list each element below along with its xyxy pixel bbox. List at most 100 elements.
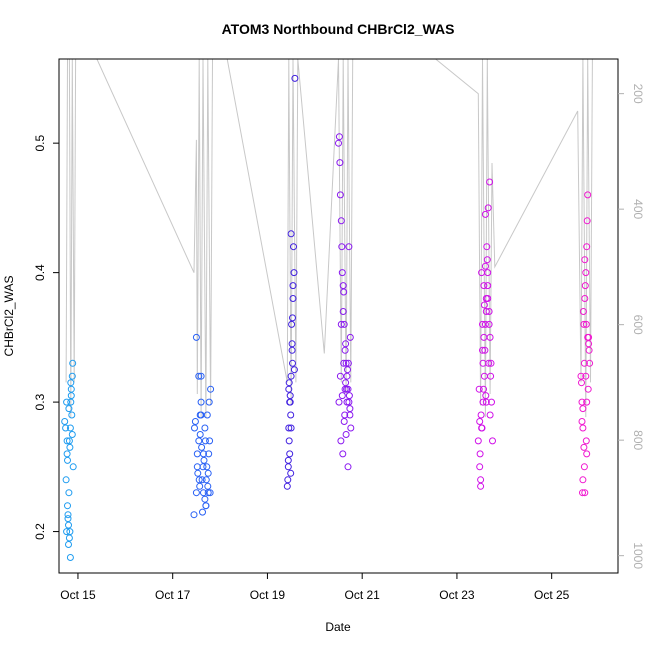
data-point: [585, 340, 593, 348]
y2-tick-label: 200: [631, 84, 645, 104]
series-6: [577, 191, 594, 497]
y-tick-label: 0.3: [33, 393, 47, 410]
data-point: [287, 372, 295, 380]
data-point: [190, 511, 198, 519]
data-point: [65, 437, 73, 445]
data-point: [485, 359, 493, 367]
data-point: [65, 521, 72, 529]
data-point: [580, 359, 588, 367]
data-point: [477, 476, 485, 484]
data-point: [68, 431, 76, 438]
data-point: [484, 282, 492, 290]
data-point: [66, 528, 74, 536]
data-point: [66, 443, 74, 451]
data-point: [581, 256, 589, 264]
data-point: [582, 437, 590, 445]
data-point: [67, 392, 75, 400]
data-point: [345, 398, 353, 406]
data-point: [584, 333, 592, 341]
data-point: [583, 450, 591, 458]
data-point: [286, 398, 294, 406]
data-point: [207, 385, 215, 393]
data-point: [285, 379, 293, 387]
data-point: [289, 295, 297, 302]
data-point: [584, 385, 592, 393]
data-point: [205, 398, 213, 406]
data-point: [585, 346, 593, 354]
data-point: [578, 379, 585, 387]
data-point: [65, 489, 73, 497]
data-point: [191, 418, 199, 425]
data-point: [203, 463, 211, 471]
right-pressure-axis: 200 400 600 800 1000: [618, 84, 645, 569]
y-axis-label: CHBrCl2_WAS: [2, 276, 16, 357]
data-point: [346, 333, 354, 341]
data-point: [283, 482, 291, 490]
data-point: [206, 489, 214, 497]
data-point: [586, 359, 594, 367]
data-point: [200, 456, 208, 464]
data-point: [65, 405, 73, 413]
data-point: [63, 398, 71, 406]
data-point: [290, 269, 298, 277]
data-point: [579, 489, 586, 497]
data-point: [347, 424, 355, 432]
data-point: [196, 431, 204, 438]
data-point: [284, 463, 292, 471]
data-point: [340, 359, 348, 367]
data-point: [579, 308, 587, 315]
data-point: [482, 398, 490, 406]
data-point: [289, 282, 297, 290]
data-point: [581, 295, 589, 302]
data-point: [193, 463, 201, 471]
data-point: [486, 178, 494, 186]
series-4: [335, 133, 355, 471]
data-point: [481, 210, 489, 218]
data-point: [485, 320, 493, 328]
data-point: [345, 392, 353, 400]
data-point: [68, 372, 76, 380]
data-point: [195, 372, 203, 380]
data-point: [62, 424, 70, 432]
data-point: [578, 418, 586, 425]
data-point: [284, 456, 292, 464]
data-point: [69, 463, 77, 471]
x-tick-label: Oct 19: [250, 588, 286, 602]
data-point: [63, 450, 71, 458]
data-point: [201, 437, 209, 445]
x-tick-label: Oct 23: [439, 588, 475, 602]
data-point: [487, 359, 495, 367]
data-point: [582, 269, 590, 277]
y-tick-label: 0.2: [33, 523, 47, 540]
data-point: [341, 385, 349, 393]
data-point: [340, 418, 348, 425]
data-point: [204, 469, 212, 477]
data-point: [482, 308, 490, 315]
data-point: [341, 411, 349, 419]
data-point: [290, 366, 298, 374]
data-point: [201, 495, 209, 503]
data-point: [485, 308, 493, 315]
data-point: [337, 320, 345, 328]
data-point: [342, 340, 350, 348]
data-point: [64, 511, 72, 519]
data-point: [287, 411, 295, 419]
data-point: [286, 392, 294, 400]
data-point: [197, 411, 205, 419]
x-tick-label: Oct 21: [345, 588, 381, 602]
data-point: [193, 450, 201, 458]
data-point: [484, 269, 492, 277]
data-point: [203, 411, 211, 419]
data-point: [192, 489, 200, 497]
data-point: [475, 385, 483, 393]
data-point: [583, 243, 591, 251]
data-point: [63, 437, 71, 445]
data-point: [335, 398, 343, 406]
data-point: [480, 301, 488, 309]
altitude-trace-line: [65, 58, 593, 418]
data-point: [335, 139, 342, 147]
data-point: [583, 398, 591, 406]
data-point: [61, 418, 69, 425]
data-point: [481, 262, 489, 270]
